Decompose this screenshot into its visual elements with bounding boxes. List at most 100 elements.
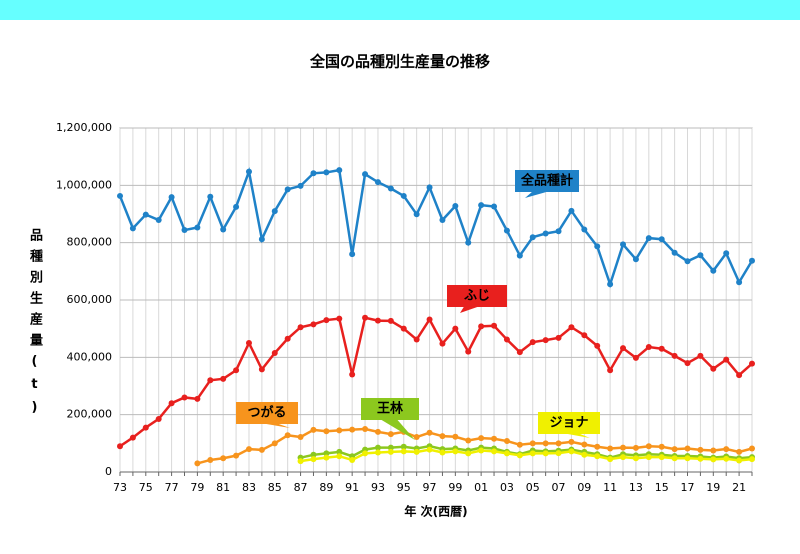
chart-title: 全国の品種別生産量の推移 xyxy=(309,53,490,71)
data-point xyxy=(594,342,601,349)
data-point xyxy=(207,456,214,463)
data-point xyxy=(336,427,343,434)
data-point xyxy=(400,325,407,332)
series-line xyxy=(118,166,754,289)
data-point xyxy=(129,225,136,232)
data-point xyxy=(362,314,369,321)
data-point xyxy=(478,323,485,330)
data-point xyxy=(349,426,356,433)
data-point xyxy=(736,457,743,464)
y-axis-label: 品種別生産量(t) xyxy=(27,228,42,423)
data-point xyxy=(400,192,407,199)
data-point xyxy=(194,395,201,402)
data-point xyxy=(645,454,652,461)
data-point xyxy=(503,450,510,457)
legend-label: ジョナ xyxy=(549,416,588,431)
data-point xyxy=(671,446,678,453)
data-point xyxy=(374,444,381,451)
data-point xyxy=(362,426,369,432)
data-point xyxy=(620,241,627,248)
data-point xyxy=(374,428,381,435)
x-axis-label: 年 次(西暦) xyxy=(404,504,467,519)
data-point xyxy=(349,456,356,463)
data-point xyxy=(284,432,291,439)
data-point xyxy=(387,317,394,324)
data-point xyxy=(749,445,755,452)
data-point xyxy=(117,443,123,450)
data-point xyxy=(323,428,330,435)
data-point xyxy=(155,415,162,422)
data-point xyxy=(233,452,240,459)
x-tick-label: 89 xyxy=(319,481,333,494)
x-tick-label: 99 xyxy=(448,481,462,494)
data-point xyxy=(233,367,240,374)
data-point xyxy=(349,251,356,258)
data-point xyxy=(645,235,652,242)
data-point xyxy=(736,448,743,455)
callout-pointer xyxy=(556,432,590,438)
data-point xyxy=(749,360,755,367)
y-tick-label: 400,000 xyxy=(67,350,113,363)
data-point xyxy=(271,208,278,215)
data-point xyxy=(387,185,394,192)
data-point xyxy=(710,456,717,463)
data-point xyxy=(220,455,227,462)
data-point xyxy=(542,450,549,457)
x-tick-label: 85 xyxy=(268,481,282,494)
data-point xyxy=(568,207,575,214)
data-point xyxy=(542,230,549,237)
y-tick-label: 800,000 xyxy=(67,236,113,249)
data-point xyxy=(529,339,536,346)
data-point xyxy=(349,371,356,378)
data-point xyxy=(607,445,614,452)
data-point xyxy=(529,450,536,457)
data-point xyxy=(413,448,420,455)
callout-box xyxy=(361,398,419,420)
data-point xyxy=(439,449,446,456)
data-point xyxy=(323,169,330,176)
data-point xyxy=(594,453,601,460)
data-point xyxy=(117,192,123,199)
data-point xyxy=(258,366,265,373)
data-point xyxy=(632,256,639,263)
data-point xyxy=(362,171,369,178)
data-point xyxy=(658,345,665,352)
data-point xyxy=(194,460,201,467)
data-point xyxy=(336,448,343,455)
data-point xyxy=(671,249,678,256)
data-point xyxy=(516,252,523,259)
callout-box xyxy=(538,412,600,434)
data-point xyxy=(310,456,317,463)
data-point xyxy=(632,455,639,462)
data-point xyxy=(310,451,317,458)
data-point xyxy=(387,448,394,455)
data-point xyxy=(452,433,459,440)
data-point xyxy=(632,444,639,451)
x-tick-label: 93 xyxy=(371,481,385,494)
data-point xyxy=(439,433,446,440)
data-point xyxy=(245,168,252,175)
data-point xyxy=(684,445,691,452)
data-point xyxy=(684,258,691,265)
data-point xyxy=(465,348,472,355)
x-tick-label: 81 xyxy=(216,481,230,494)
data-point xyxy=(362,450,369,457)
data-point xyxy=(336,453,343,460)
data-point xyxy=(658,443,665,450)
data-point xyxy=(555,450,562,457)
data-point xyxy=(710,365,717,372)
data-point xyxy=(310,321,317,328)
x-tick-label: 91 xyxy=(345,481,359,494)
x-tick-label: 95 xyxy=(397,481,411,494)
data-point xyxy=(258,446,265,453)
data-point xyxy=(220,226,227,233)
data-point xyxy=(387,444,394,451)
data-point xyxy=(426,316,433,323)
data-point xyxy=(439,217,446,224)
data-point xyxy=(491,435,498,442)
data-point xyxy=(387,431,394,438)
data-point xyxy=(555,334,562,341)
legend-label: ふじ xyxy=(464,289,490,304)
callout-box xyxy=(515,170,579,192)
data-point xyxy=(736,372,743,379)
